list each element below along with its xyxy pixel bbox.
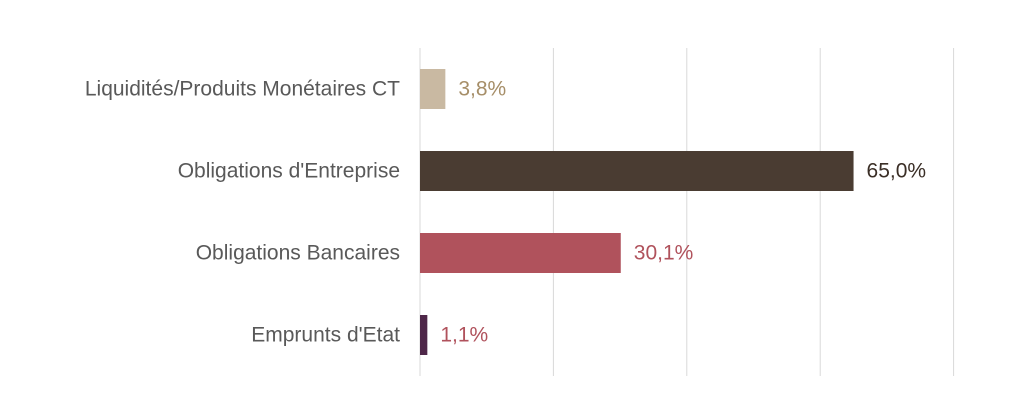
category-label: Emprunts d'Etat xyxy=(251,324,400,347)
bar xyxy=(420,315,428,355)
data-label: 1,1% xyxy=(440,324,488,347)
bar xyxy=(420,69,446,109)
data-label: 30,1% xyxy=(634,242,694,265)
data-labels: 3,8% 65,0% 30,1% 1,1% xyxy=(440,78,926,347)
bar xyxy=(420,151,854,191)
category-labels: Liquidités/Produits Monétaires CT Obligat… xyxy=(85,78,400,347)
data-label: 3,8% xyxy=(458,78,506,101)
category-label: Liquidités/Produits Monétaires CT xyxy=(85,78,400,101)
category-label: Obligations Bancaires xyxy=(196,242,400,265)
bars xyxy=(420,69,854,355)
bar xyxy=(420,233,621,273)
category-label: Obligations d'Entreprise xyxy=(178,160,400,183)
data-label: 65,0% xyxy=(867,160,927,183)
